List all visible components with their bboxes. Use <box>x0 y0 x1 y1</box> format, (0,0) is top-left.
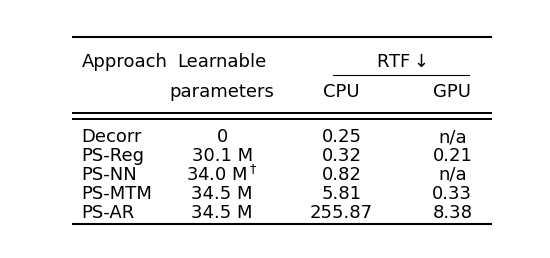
Text: PS-AR: PS-AR <box>81 204 135 222</box>
Text: 5.81: 5.81 <box>322 185 361 203</box>
Text: n/a: n/a <box>438 166 467 184</box>
Text: 34.5 M: 34.5 M <box>191 185 253 203</box>
Text: 8.38: 8.38 <box>432 204 472 222</box>
Text: PS-MTM: PS-MTM <box>81 185 152 203</box>
Text: 255.87: 255.87 <box>310 204 373 222</box>
Text: 34.5 M: 34.5 M <box>191 204 253 222</box>
Text: 30.1 M: 30.1 M <box>191 147 253 165</box>
Text: Learnable: Learnable <box>178 53 267 71</box>
Text: 0: 0 <box>217 128 228 146</box>
Text: Approach: Approach <box>81 53 167 71</box>
Text: parameters: parameters <box>170 83 274 101</box>
Text: Decorr: Decorr <box>81 128 142 146</box>
Text: n/a: n/a <box>438 128 467 146</box>
Text: GPU: GPU <box>433 83 471 101</box>
Text: PS-NN: PS-NN <box>81 166 138 184</box>
Text: 0.82: 0.82 <box>322 166 361 184</box>
Text: 0.25: 0.25 <box>322 128 361 146</box>
Text: PS-Reg: PS-Reg <box>81 147 145 165</box>
Text: 0.32: 0.32 <box>322 147 361 165</box>
Text: 0.21: 0.21 <box>432 147 472 165</box>
Text: RTF$\downarrow$: RTF$\downarrow$ <box>376 53 427 71</box>
Text: CPU: CPU <box>323 83 360 101</box>
Text: 0.33: 0.33 <box>432 185 472 203</box>
Text: 34.0 M$^\dagger$: 34.0 M$^\dagger$ <box>186 165 258 185</box>
